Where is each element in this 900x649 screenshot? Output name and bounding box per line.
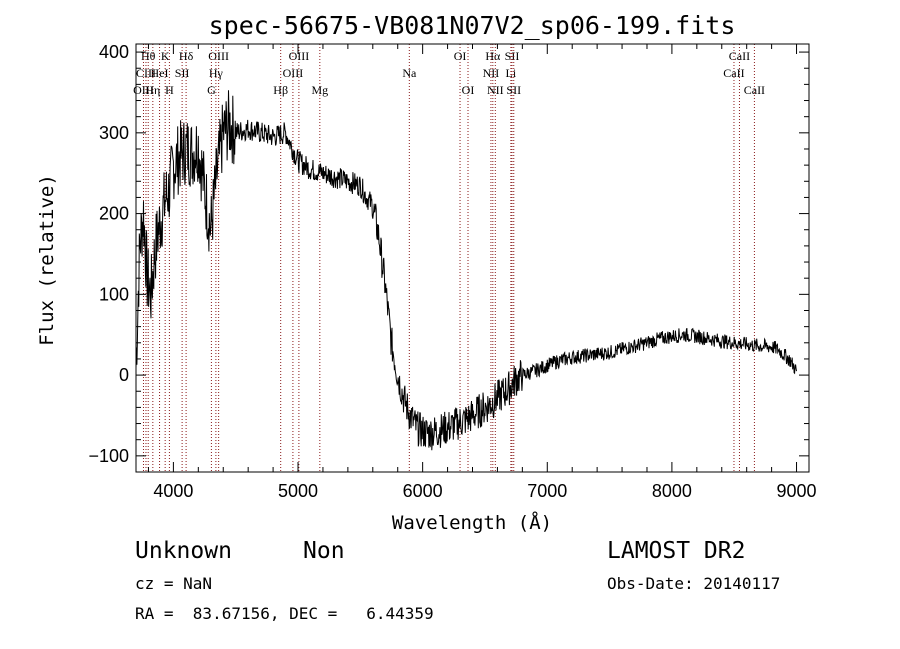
spectral-line-label: K xyxy=(161,49,170,63)
spectral-line-label: SII xyxy=(506,83,521,97)
spectral-line-label: Mg xyxy=(311,83,328,97)
x-tick-label: 7000 xyxy=(527,481,567,501)
spectral-line-label: SII xyxy=(175,66,190,80)
spectral-line-label: NII xyxy=(483,66,500,80)
x-tick-label: 8000 xyxy=(652,481,692,501)
y-tick-label: 400 xyxy=(99,42,129,62)
observation-date: Obs-Date: 20140117 xyxy=(607,574,781,593)
x-axis-label: Wavelength (Å) xyxy=(392,511,552,534)
spectral-line-label: Na xyxy=(402,66,417,80)
object-subclass: Non xyxy=(303,538,345,564)
spectral-line-label: OI xyxy=(462,83,475,97)
spectral-line-label: OIII xyxy=(289,49,310,63)
x-tick-label: 4000 xyxy=(153,481,193,501)
spectral-line-label: Li xyxy=(506,66,517,80)
y-tick-label: 200 xyxy=(99,204,129,224)
spectral-line-label: Hγ xyxy=(209,66,224,80)
y-tick-label: 100 xyxy=(99,284,129,304)
object-class: Unknown xyxy=(135,538,232,564)
spectral-line-label: NII xyxy=(487,83,504,97)
spectral-line-label: OIII xyxy=(208,49,229,63)
spectrum-series xyxy=(135,90,797,451)
survey-name: LAMOST DR2 xyxy=(607,538,746,564)
spectral-line-label: H xyxy=(165,83,174,97)
spectral-line-label: OI xyxy=(454,49,467,63)
spectral-line-label: OIII xyxy=(283,66,304,80)
spectral-line-label: CaII xyxy=(729,49,750,63)
spectral-line-label: G xyxy=(207,83,216,97)
spectral-line-label: CaII xyxy=(723,66,744,80)
redshift-value: cz = NaN xyxy=(135,574,213,593)
spectral-line-label: HeI xyxy=(151,66,169,80)
coordinates: RA = 83.67156, DEC = 6.44359 xyxy=(135,604,434,623)
spectral-line-label: CaII xyxy=(744,83,765,97)
y-tick-label: 300 xyxy=(99,123,129,143)
spectral-line-label: OIII xyxy=(133,83,154,97)
spectral-line-label: Hη xyxy=(145,83,160,97)
spectral-line-label: Hβ xyxy=(273,83,288,97)
x-tick-label: 6000 xyxy=(403,481,443,501)
y-axis-label: Flux (relative) xyxy=(36,174,58,346)
axes: 4000 5000 6000 7000 8000 9000 −100 0 100 200 300 40… xyxy=(88,42,816,501)
x-tick-label: 5000 xyxy=(278,481,318,501)
spectral-line-label: Hδ xyxy=(179,49,194,63)
y-tick-label: 0 xyxy=(119,365,129,385)
chart-title: spec-56675-VB081N07V2_sp06-199.fits xyxy=(209,11,736,40)
spectral-line-label: CIII xyxy=(136,66,156,80)
spectrum-line xyxy=(135,90,797,451)
spectral-line-label: SII xyxy=(505,49,520,63)
y-tick-label: −100 xyxy=(88,446,129,466)
x-tick-label: 9000 xyxy=(777,481,817,501)
spectral-line-label: Hα xyxy=(485,49,501,63)
